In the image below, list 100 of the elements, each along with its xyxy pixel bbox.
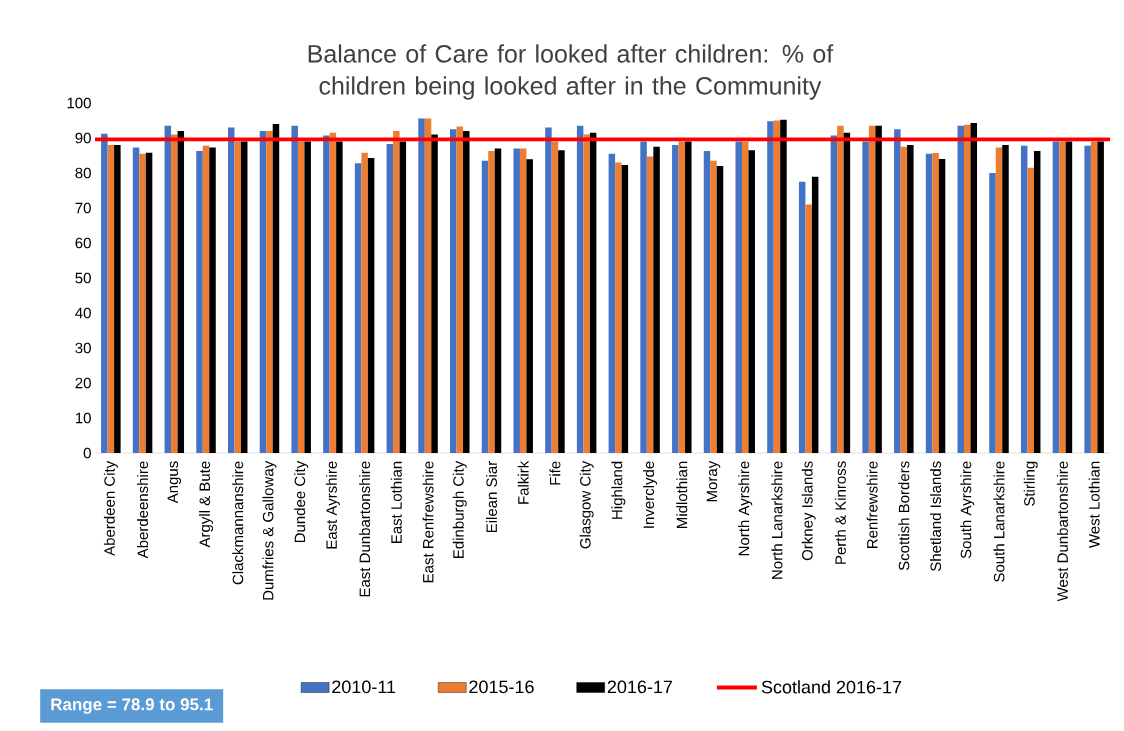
bar: [399, 141, 407, 453]
x-tick-label: Aberdeen City: [103, 460, 118, 556]
bar: [741, 141, 749, 453]
x-tick-label: North Lanarkshire: [771, 461, 783, 579]
x-tick-label: Falkirk: [517, 460, 529, 504]
x-tick-label: East Lothian: [390, 461, 402, 543]
bar: [234, 141, 241, 453]
x-tick-label: Perth & Kinross: [834, 461, 846, 564]
x-tick-label: Moray: [706, 460, 721, 502]
bar: [932, 153, 939, 453]
y-tick-label: 20: [75, 377, 91, 389]
x-tick-label: Eilean Siar: [485, 461, 497, 533]
bar: [589, 132, 597, 453]
bar: [145, 152, 153, 453]
bar: [171, 134, 178, 453]
bar: [862, 141, 869, 453]
bar: [132, 147, 140, 453]
bar: [304, 141, 311, 453]
bar: [970, 122, 978, 453]
bar: [957, 125, 965, 453]
x-tick-label: Fife: [549, 461, 561, 485]
bar: [830, 135, 838, 453]
bar: [964, 124, 971, 453]
bar: [386, 143, 394, 453]
y-tick-label: 80: [75, 167, 91, 179]
bar: [558, 150, 565, 453]
bar: [393, 131, 400, 453]
bar: [716, 165, 724, 453]
legend-label: Scotland 2016-17: [761, 680, 902, 694]
bar: [329, 132, 337, 453]
x-tick-label: Aberdeenshire: [137, 461, 149, 559]
bar: [240, 141, 248, 453]
bar: [519, 148, 527, 453]
bar: [773, 120, 781, 453]
chart-title: Balance of Care for looked after children: % of children being looked after in the Community: [308, 44, 834, 100]
bar: [868, 125, 876, 453]
bar: [1027, 167, 1034, 453]
bar: [367, 157, 375, 453]
bar: [114, 144, 121, 453]
bar: [811, 176, 819, 453]
x-tick-label: Scottish Borders: [898, 461, 910, 571]
x-tick-label: Angus: [167, 461, 182, 504]
bar: [424, 118, 432, 453]
x-tick-label: Shetland Islands: [930, 461, 942, 572]
y-tick-label: 10: [75, 412, 91, 424]
bar: [456, 126, 464, 453]
x-tick-label: Dumfries & Galloway: [262, 460, 277, 600]
bar: [710, 160, 717, 453]
y-tick-label: 50: [75, 272, 91, 284]
bar: [653, 146, 660, 453]
legend-label: 2015-16: [469, 680, 534, 694]
bar: [545, 127, 552, 453]
bar: [354, 163, 362, 453]
x-tick-label: Clackmannanshire: [232, 461, 244, 585]
x-tick-label: Dundee City: [294, 460, 309, 543]
bar: [1084, 145, 1091, 453]
x-tick-label: South Lanarkshire: [993, 461, 1005, 582]
bar: [481, 160, 489, 453]
bar: [1033, 150, 1041, 453]
bar: [336, 141, 343, 453]
bar: [995, 147, 1003, 453]
bar: [202, 145, 210, 453]
legend-label: 2010-11: [332, 680, 396, 694]
bar: [735, 141, 742, 453]
bar: [418, 118, 425, 453]
y-tick-label: 90: [75, 132, 91, 144]
bar: [837, 125, 844, 453]
bar: [361, 152, 368, 453]
bar: [843, 132, 851, 453]
x-tick-label: Argyll & Bute: [199, 461, 213, 548]
bar: [685, 141, 692, 453]
y-tick-label: 40: [75, 307, 91, 319]
x-tick-label: Midlothian: [676, 461, 688, 528]
bar: [1065, 141, 1073, 453]
y-tick-label: 30: [75, 342, 91, 354]
bar: [177, 131, 185, 453]
bar: [431, 134, 438, 453]
bar: [1052, 141, 1060, 453]
bar: [646, 156, 654, 453]
bar: [272, 123, 280, 453]
bar: [259, 131, 267, 453]
x-tick-label: Glasgow City: [579, 460, 594, 549]
x-tick-label: Highland: [611, 461, 626, 519]
bar: [621, 164, 629, 453]
bar: [297, 141, 305, 453]
x-tick-label: East Ayrshire: [325, 461, 340, 549]
x-tick-label: East Dunbartonshire: [359, 461, 371, 597]
bar: [494, 148, 502, 453]
bar: [875, 125, 882, 453]
x-tick-label: West Lothian: [1088, 461, 1100, 549]
bar: [107, 144, 115, 453]
bar: [266, 131, 273, 453]
bar: [938, 159, 946, 453]
y-tick-label: 100: [67, 97, 91, 109]
y-tick-label: 0: [83, 447, 91, 459]
x-tick-label: East Renfrewshire: [422, 461, 434, 583]
x-tick-label: Orkney Islands: [801, 461, 816, 561]
bar: [227, 127, 235, 453]
bar: [291, 125, 298, 453]
bar: [925, 153, 933, 453]
